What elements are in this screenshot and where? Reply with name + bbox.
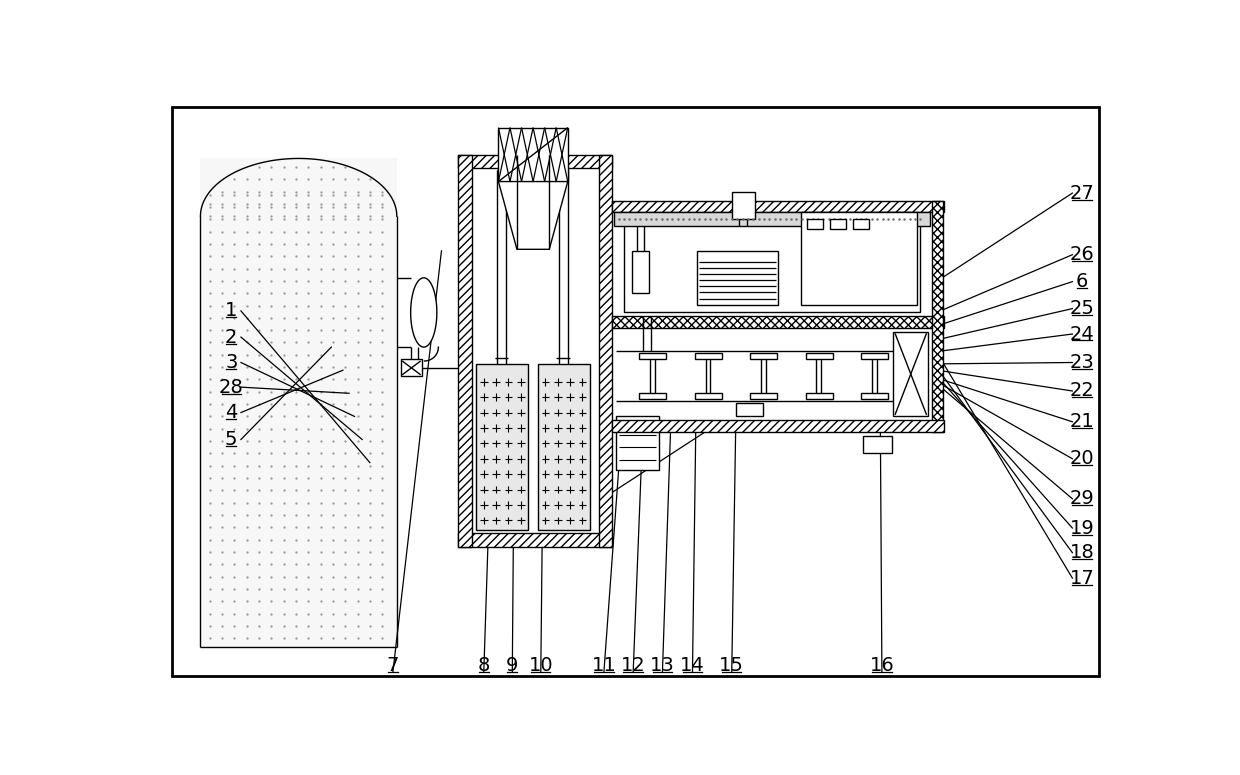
Text: 16: 16	[869, 656, 894, 674]
Bar	[807, 219, 822, 229]
Bar	[538, 364, 590, 529]
Text: 7: 7	[387, 656, 399, 674]
Bar	[614, 212, 930, 226]
Text: 20: 20	[1070, 449, 1095, 468]
Text: 21: 21	[1070, 412, 1095, 432]
Bar	[697, 251, 777, 305]
Bar	[201, 158, 397, 647]
Bar	[613, 201, 944, 212]
Bar	[631, 251, 649, 293]
Bar	[624, 220, 920, 312]
Text: 27: 27	[1070, 184, 1095, 202]
Bar	[498, 128, 568, 181]
Text: 13: 13	[650, 656, 675, 674]
Text: 4: 4	[226, 403, 237, 422]
Bar	[694, 392, 722, 398]
Bar	[831, 219, 846, 229]
Bar	[613, 328, 932, 420]
Bar	[459, 533, 613, 547]
Text: 18: 18	[1070, 543, 1095, 562]
Text: 5: 5	[224, 430, 238, 449]
Text: 22: 22	[1070, 381, 1095, 401]
Bar	[853, 219, 869, 229]
Text: 2: 2	[226, 328, 237, 346]
Bar	[863, 436, 892, 453]
Text: 23: 23	[1070, 353, 1095, 372]
Text: 24: 24	[1070, 325, 1095, 343]
Bar	[640, 353, 666, 360]
Bar	[861, 392, 888, 398]
Text: 28: 28	[219, 377, 243, 397]
Text: 6: 6	[1076, 272, 1089, 291]
Bar	[613, 420, 944, 432]
Text: 1: 1	[226, 301, 237, 320]
Bar	[861, 353, 888, 360]
Text: 17: 17	[1070, 569, 1095, 587]
Bar	[476, 364, 528, 529]
Bar	[750, 353, 777, 360]
Bar	[613, 212, 932, 316]
Bar	[694, 353, 722, 360]
Text: 8: 8	[477, 656, 490, 674]
Bar	[894, 332, 928, 416]
Bar	[459, 154, 472, 547]
Text: 12: 12	[621, 656, 646, 674]
Text: 14: 14	[680, 656, 704, 674]
Bar	[735, 402, 763, 416]
Bar	[806, 392, 832, 398]
Bar	[640, 392, 666, 398]
Bar	[616, 416, 658, 470]
Text: 25: 25	[1070, 299, 1095, 318]
Text: 3: 3	[226, 353, 237, 372]
Polygon shape	[410, 277, 436, 347]
Bar	[806, 353, 832, 360]
Bar	[599, 154, 613, 547]
Bar	[459, 154, 613, 168]
Bar	[613, 316, 944, 328]
Bar	[472, 168, 599, 533]
Text: 19: 19	[1070, 518, 1095, 538]
Text: 10: 10	[528, 656, 553, 674]
Text: 15: 15	[719, 656, 744, 674]
Bar	[401, 360, 422, 377]
Text: 26: 26	[1070, 245, 1095, 264]
Bar	[932, 201, 944, 432]
Text: 29: 29	[1070, 489, 1095, 508]
Bar	[750, 392, 777, 398]
Text: 9: 9	[506, 656, 518, 674]
Polygon shape	[498, 181, 568, 250]
Bar	[801, 212, 916, 305]
Bar	[732, 191, 755, 219]
Text: 11: 11	[591, 656, 616, 674]
